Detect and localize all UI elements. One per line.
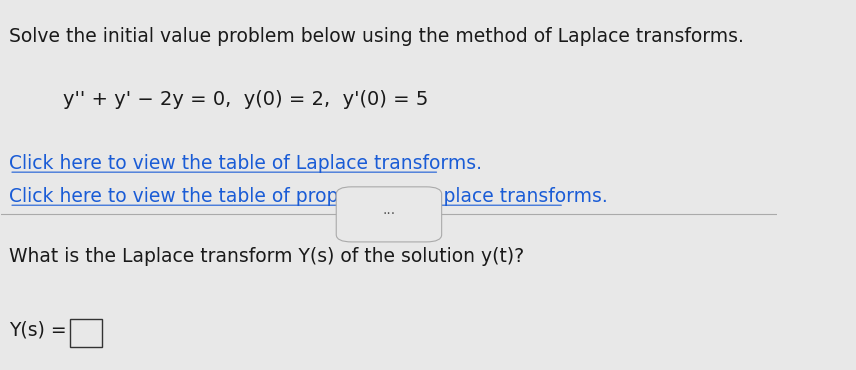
Text: Click here to view the table of Laplace transforms.: Click here to view the table of Laplace …: [9, 154, 482, 173]
Text: Solve the initial value problem below using the method of Laplace transforms.: Solve the initial value problem below us…: [9, 27, 744, 46]
FancyBboxPatch shape: [336, 187, 442, 242]
FancyBboxPatch shape: [69, 319, 102, 347]
Text: Click here to view the table of properties of Laplace transforms.: Click here to view the table of properti…: [9, 187, 608, 206]
Text: What is the Laplace transform Y(s) of the solution y(t)?: What is the Laplace transform Y(s) of th…: [9, 248, 524, 266]
Text: y'' + y' − 2y = 0,  y(0) = 2,  y'(0) = 5: y'' + y' − 2y = 0, y(0) = 2, y'(0) = 5: [63, 90, 429, 108]
Text: Y(s) =: Y(s) =: [9, 321, 67, 340]
Text: ···: ···: [383, 207, 395, 221]
